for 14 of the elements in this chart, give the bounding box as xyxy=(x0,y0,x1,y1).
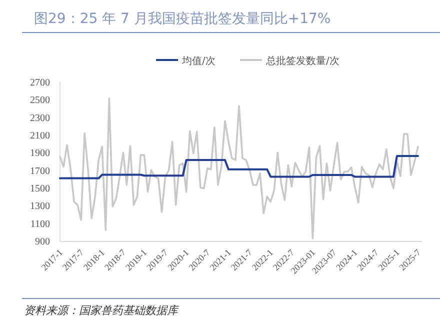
y-tick-label: 900 xyxy=(35,236,50,248)
y-tick-label: 1900 xyxy=(30,148,50,160)
y-tick-label: 1700 xyxy=(30,166,50,177)
legend-label: 总批签发数量/次 xyxy=(265,55,340,67)
y-tick-label: 1300 xyxy=(30,201,50,212)
chart-title: 图29：25 年 7 月我国疫苗批签发量同比+17% xyxy=(34,11,331,27)
y-tick-label: 2500 xyxy=(30,95,50,106)
y-tick-label: 1100 xyxy=(30,218,50,230)
y-tick-label: 2700 xyxy=(30,78,50,88)
y-tick-label: 2300 xyxy=(30,112,50,124)
y-tick-label: 1500 xyxy=(30,184,50,194)
text: 资料来源：国家兽药基础数据库 xyxy=(24,304,180,317)
legend-label: 均值/次 xyxy=(181,55,216,67)
y-tick-label: 2100 xyxy=(30,130,50,142)
